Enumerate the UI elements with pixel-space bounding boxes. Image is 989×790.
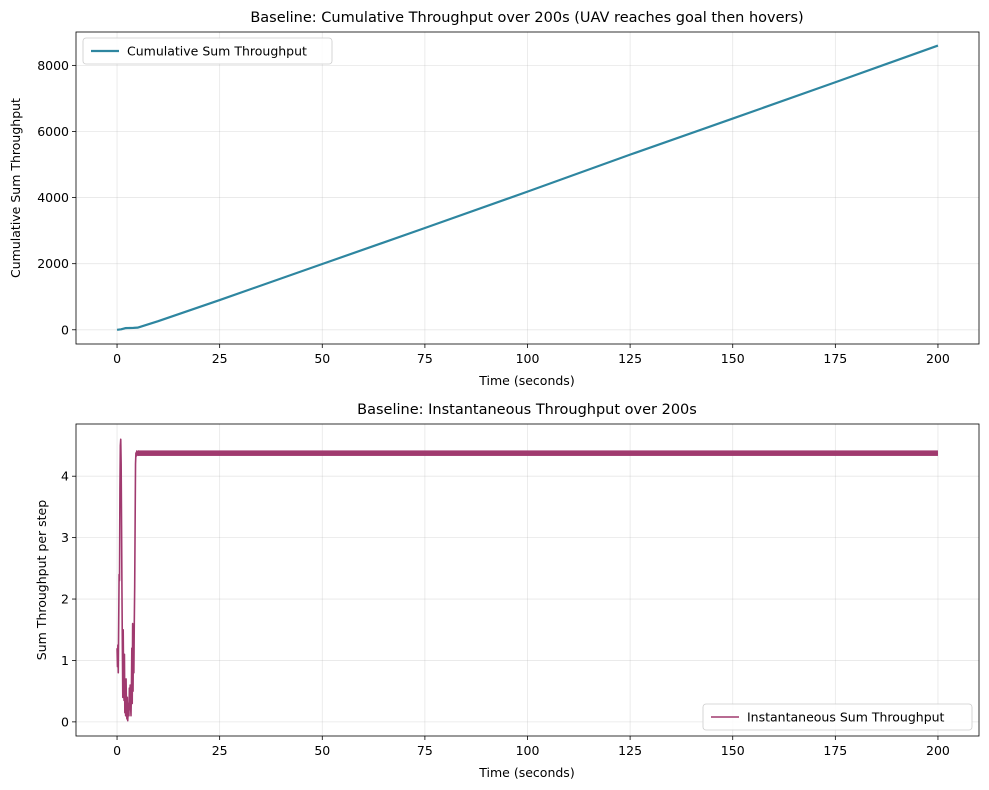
x-tick-label: 75	[417, 743, 433, 758]
legend: Instantaneous Sum Throughput	[702, 703, 973, 731]
y-axis-label: Cumulative Sum Throughput	[8, 98, 23, 278]
y-tick-label: 1	[61, 653, 69, 668]
x-tick-label: 200	[926, 351, 950, 366]
y-tick-label: 8000	[37, 58, 69, 73]
x-tick-label: 175	[823, 743, 847, 758]
y-tick-label: 2000	[37, 256, 69, 271]
chart-title: Baseline: Cumulative Throughput over 200…	[250, 10, 803, 26]
x-tick-label: 0	[113, 351, 121, 366]
legend-label: Instantaneous Sum Throughput	[747, 710, 945, 725]
x-tick-label: 200	[926, 743, 950, 758]
grid	[76, 32, 979, 344]
y-tick-label: 4	[61, 469, 69, 484]
y-tick-label: 3	[61, 530, 69, 545]
y-tick-label: 0	[61, 714, 69, 729]
x-tick-label: 0	[113, 743, 121, 758]
y-tick-label: 4000	[37, 190, 69, 205]
x-tick-label: 100	[516, 351, 540, 366]
legend: Cumulative Sum Throughput	[82, 37, 333, 65]
x-tick-label: 175	[823, 351, 847, 366]
series-line	[116, 44, 939, 331]
grid	[76, 424, 979, 736]
x-tick-label: 125	[618, 351, 642, 366]
y-axis-label: Sum Throughput per step	[34, 500, 49, 660]
x-tick-label: 100	[516, 743, 540, 758]
legend-box	[82, 37, 333, 65]
legend-label: Cumulative Sum Throughput	[127, 44, 307, 59]
legend-box	[702, 703, 973, 731]
x-tick-label: 50	[314, 351, 330, 366]
x-tick-label: 75	[417, 351, 433, 366]
y-tick-label: 0	[61, 322, 69, 337]
instantaneous-chart: Baseline: Instantaneous Throughput over …	[34, 402, 980, 780]
x-tick-label: 25	[212, 351, 228, 366]
x-tick-label: 150	[721, 743, 745, 758]
x-tick-label: 125	[618, 743, 642, 758]
series	[116, 44, 939, 331]
ticks: 0 25 50 75 100 125 150 175 200 0 1 2 3 4	[61, 469, 950, 758]
series	[116, 438, 938, 722]
cumulative-chart: Baseline: Cumulative Throughput over 200…	[8, 10, 980, 388]
y-tick-label: 6000	[37, 124, 69, 139]
series-line	[116, 438, 938, 722]
x-axis-label: Time (seconds)	[478, 373, 574, 388]
chart-title: Baseline: Instantaneous Throughput over …	[357, 402, 697, 418]
x-tick-label: 25	[212, 743, 228, 758]
y-tick-label: 2	[61, 592, 69, 607]
x-axis-label: Time (seconds)	[478, 765, 574, 780]
x-tick-label: 50	[314, 743, 330, 758]
x-tick-label: 150	[721, 351, 745, 366]
